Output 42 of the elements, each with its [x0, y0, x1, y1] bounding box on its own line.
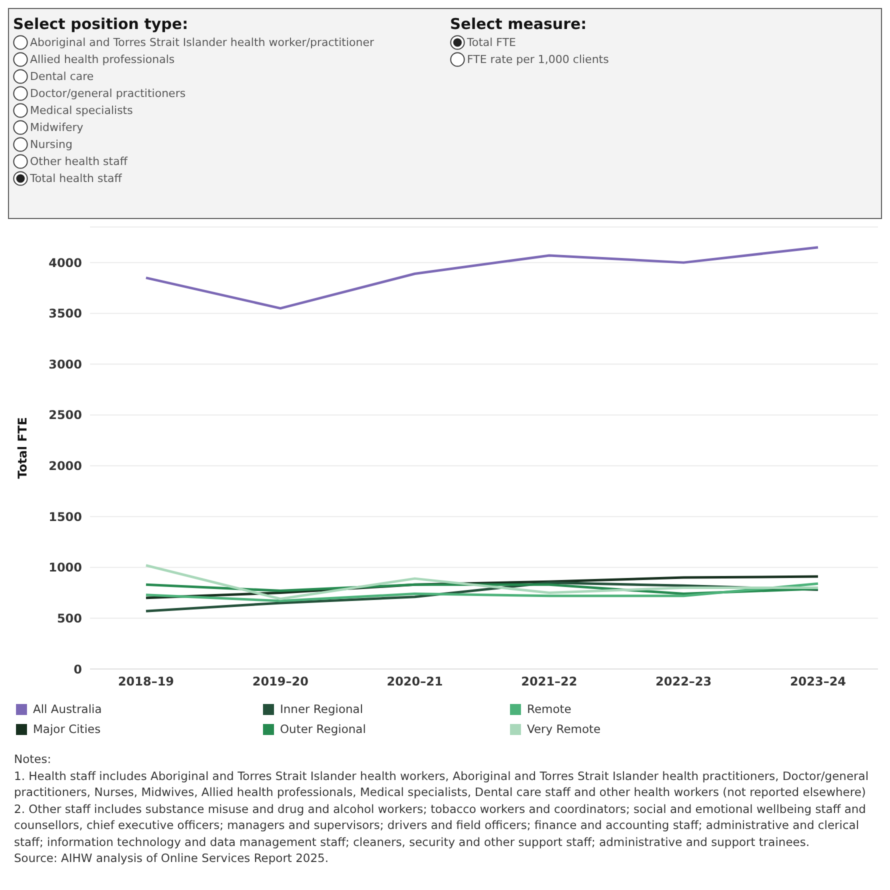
x-tick-label: 2018–19	[118, 674, 174, 689]
legend-label: Remote	[527, 702, 572, 716]
legend-label: Outer Regional	[280, 722, 366, 736]
y-tick-label: 3000	[48, 357, 82, 372]
x-tick-label: 2022–23	[656, 674, 712, 689]
source-note: Source: AIHW analysis of Online Services Report 2025.	[14, 850, 330, 866]
y-tick-label: 1000	[48, 560, 82, 575]
y-tick-label: 500	[56, 611, 82, 626]
legend-label: Inner Regional	[280, 702, 364, 716]
text: Midwifery	[30, 121, 84, 134]
x-tick-label: 2020–21	[386, 674, 443, 689]
legend-label: Major Cities	[33, 722, 101, 736]
text: Dental care	[30, 70, 94, 83]
text: Allied health professionals	[30, 53, 175, 66]
text: Select position type:	[13, 15, 190, 33]
line-series	[144, 246, 820, 310]
y-tick-label: 1500	[48, 510, 82, 524]
text: Medical specialists	[30, 104, 133, 117]
text: Total FTE	[467, 36, 516, 49]
text: Aboriginal and Torres Strait Islander health worker/practitioner	[30, 36, 374, 49]
x-tick-label: 2023–24	[790, 674, 846, 689]
text: Doctor/general practitioners	[30, 87, 186, 100]
text: Nursing	[30, 138, 72, 151]
text: 1. Health staff includes Aboriginal and Torres Strait Islander health workers, Aboriginal and Torres Strait Islander health practitioners, Doctor/general practitioners, Nurses, Midwives, Allied health professionals, Medical specialists, Dental care staff and other health workers (not reported elsewhere)	[14, 768, 870, 800]
line-series	[144, 582, 820, 602]
line-series	[144, 564, 820, 600]
legend-label: All Australia	[33, 702, 102, 716]
y-tick-label: 0	[74, 662, 82, 676]
text: 2. Other staff includes substance misuse and drug and alcohol workers; tobacco workers and coordinators; social and emotional wellbeing staff and counsellors, chief executive officers; managers and supervisors; drivers and field officers; finance and accounting staff; administrative and clerical staff; information technology and data management staff; cleaners, security and other support staff; administrative and support trainees.	[14, 800, 867, 850]
y-tick-label: 2000	[48, 459, 82, 474]
x-tick-label: 2019–20	[252, 674, 308, 689]
y-tick-label: 2500	[48, 408, 82, 422]
legend-label: Very Remote	[527, 722, 601, 736]
text: Total health staff	[30, 172, 122, 185]
text: FTE rate per 1,000 clients	[467, 53, 609, 66]
text: Select measure:	[450, 15, 588, 33]
x-tick-label: 2021–22	[521, 674, 578, 689]
y-tick-label: 3500	[48, 306, 82, 321]
text: Notes:	[14, 751, 52, 768]
y-axis-title: Total FTE	[15, 417, 30, 479]
y-tick-label: 4000	[48, 256, 82, 270]
text: Other health staff	[30, 155, 128, 168]
